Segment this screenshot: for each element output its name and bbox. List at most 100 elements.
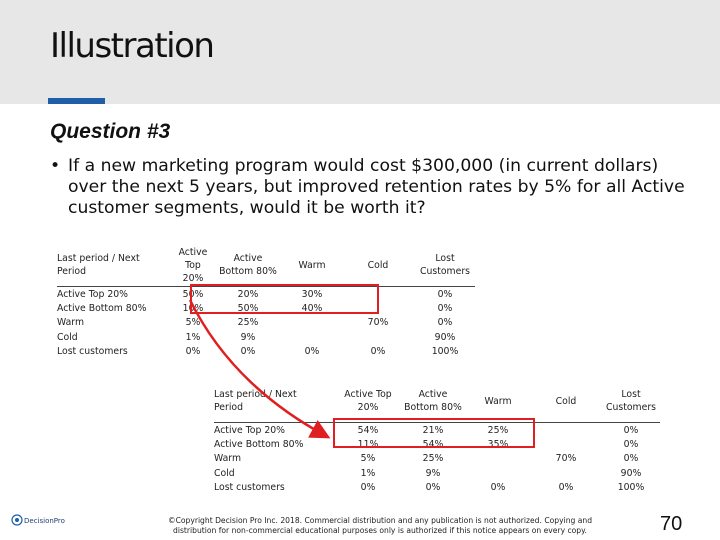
- table-cell: 21%: [422, 424, 444, 436]
- title-accent-bar: [48, 98, 105, 104]
- row-label: Warm: [214, 453, 242, 465]
- table-cell: 90%: [620, 467, 642, 479]
- column-header-line1: Active Top: [178, 246, 208, 271]
- highlight-box-improved: [333, 418, 535, 448]
- row-label: Lost customers: [214, 482, 285, 494]
- table-cell: 0%: [240, 346, 256, 358]
- corner-header-line1: Last period / Next: [57, 253, 140, 264]
- table-row: Lost customers 0% 0% 0% 0% 100%: [57, 345, 475, 359]
- row-label: Active Top 20%: [57, 288, 129, 300]
- table-cell: 9%: [425, 467, 441, 479]
- table-cell: 0%: [185, 346, 201, 358]
- slide-title: Illustration: [50, 26, 215, 66]
- table-cell: 0%: [558, 482, 574, 494]
- table-cell: 100%: [431, 346, 459, 358]
- table-row: Warm 5% 25% 70% 0%: [57, 316, 475, 330]
- table-row: Warm 5% 25% 70% 0%: [214, 452, 660, 466]
- table-cell: 0%: [425, 482, 441, 494]
- column-header-line2: Bottom 80%: [219, 266, 277, 277]
- column-header-line2: 20%: [182, 272, 204, 284]
- table-cell: 0%: [360, 482, 376, 494]
- logo-text: DecisionPro: [24, 517, 65, 525]
- column-header-line1: Warm: [298, 259, 326, 271]
- bullet-point: • If a new marketing program would cost …: [50, 156, 700, 219]
- table-cell: 10%: [182, 303, 204, 315]
- table-cell: 0%: [623, 424, 639, 436]
- question-heading: Question #3: [50, 120, 171, 143]
- table-cell: 9%: [240, 331, 256, 343]
- table-cell: 0%: [490, 482, 506, 494]
- table-row: Active Top 20% 50% 20% 30% 0%: [57, 287, 475, 302]
- table-row: Cold 1% 9% 90%: [57, 330, 475, 344]
- table-row: Active Bottom 80% 10% 50% 40% 0%: [57, 301, 475, 315]
- table-cell: 70%: [555, 453, 577, 465]
- table-cell: 40%: [301, 303, 323, 315]
- row-label: Cold: [57, 331, 78, 343]
- copyright-line1: ©Copyright Decision Pro Inc. 2018. Comme…: [167, 516, 593, 525]
- table-cell: 0%: [304, 346, 320, 358]
- table-cell: 0%: [370, 346, 386, 358]
- column-header: Lost Customers: [602, 380, 660, 423]
- table-cell: 54%: [422, 439, 444, 451]
- column-header: Active Top 20%: [173, 244, 213, 287]
- column-header-line1: Lost: [621, 389, 641, 400]
- table-cell: 5%: [185, 317, 201, 329]
- page-number: 70: [660, 513, 683, 535]
- column-header-line2: Customers: [605, 402, 656, 413]
- company-logo: DecisionPro: [11, 514, 65, 526]
- row-label: Cold: [214, 467, 235, 479]
- table-cell: 25%: [487, 424, 509, 436]
- table-cell: 50%: [182, 288, 204, 300]
- table-cell: 70%: [367, 317, 389, 329]
- copyright-line2: distribution for non-commercial educatio…: [173, 526, 587, 535]
- table-cell: 1%: [185, 331, 201, 343]
- table-cell: 0%: [437, 317, 453, 329]
- table-cell: 5%: [360, 453, 376, 465]
- row-label: Active Bottom 80%: [214, 439, 304, 451]
- column-header: Warm: [283, 244, 341, 287]
- column-header: Warm: [466, 380, 530, 423]
- column-header: Active Bottom 80%: [213, 244, 283, 287]
- corner-header-line2: Period: [214, 402, 243, 413]
- corner-header-line2: Period: [57, 266, 86, 277]
- column-header-line2: 20%: [357, 402, 379, 413]
- bullet-marker: •: [50, 156, 61, 176]
- copyright-notice: ©Copyright Decision Pro Inc. 2018. Comme…: [140, 516, 620, 536]
- column-header-line1: Warm: [484, 395, 512, 407]
- column-header-line1: Cold: [555, 395, 577, 407]
- table-cell: 0%: [437, 303, 453, 315]
- row-label: Lost customers: [57, 346, 128, 358]
- column-header-line2: Customers: [419, 266, 470, 277]
- table-cell: 54%: [357, 424, 379, 436]
- table-row: Lost customers 0% 0% 0% 0% 100%: [214, 481, 660, 495]
- row-label: Active Top 20%: [214, 424, 286, 436]
- transition-matrix-improved: Last period / Next Period Active Top 20% …: [214, 380, 660, 495]
- corner-header: Last period / Next Period: [57, 244, 173, 287]
- table-cell: 20%: [237, 288, 259, 300]
- table-row: Active Top 20% 54% 21% 25% 0%: [214, 423, 660, 438]
- table-cell: 100%: [617, 482, 645, 494]
- column-header-line1: Lost: [435, 253, 455, 264]
- table-cell: 0%: [623, 439, 639, 451]
- table-row: Cold 1% 9% 90%: [214, 466, 660, 480]
- corner-header-line1: Last period / Next: [214, 389, 297, 400]
- column-header: Active Bottom 80%: [400, 380, 466, 423]
- table-cell: 25%: [422, 453, 444, 465]
- table-cell: 0%: [623, 453, 639, 465]
- table-cell: 35%: [487, 439, 509, 451]
- highlight-box-current: [190, 284, 379, 314]
- column-header: Cold: [530, 380, 602, 423]
- transition-matrix-current: Last period / Next Period Active Top 20% …: [57, 244, 475, 359]
- title-bar: Illustration: [0, 0, 720, 104]
- column-header: Lost Customers: [415, 244, 475, 287]
- table-cell: 50%: [237, 303, 259, 315]
- column-header-line1: Cold: [367, 259, 389, 271]
- table-header-row: Last period / Next Period Active Top 20% …: [57, 244, 475, 287]
- row-label: Warm: [57, 317, 85, 329]
- column-header-line1: Active: [418, 389, 448, 400]
- table-cell: 0%: [437, 288, 453, 300]
- column-header-line2: Bottom 80%: [404, 402, 462, 413]
- column-header-line1: Active: [233, 253, 263, 264]
- bullet-text: If a new marketing program would cost $3…: [68, 156, 685, 218]
